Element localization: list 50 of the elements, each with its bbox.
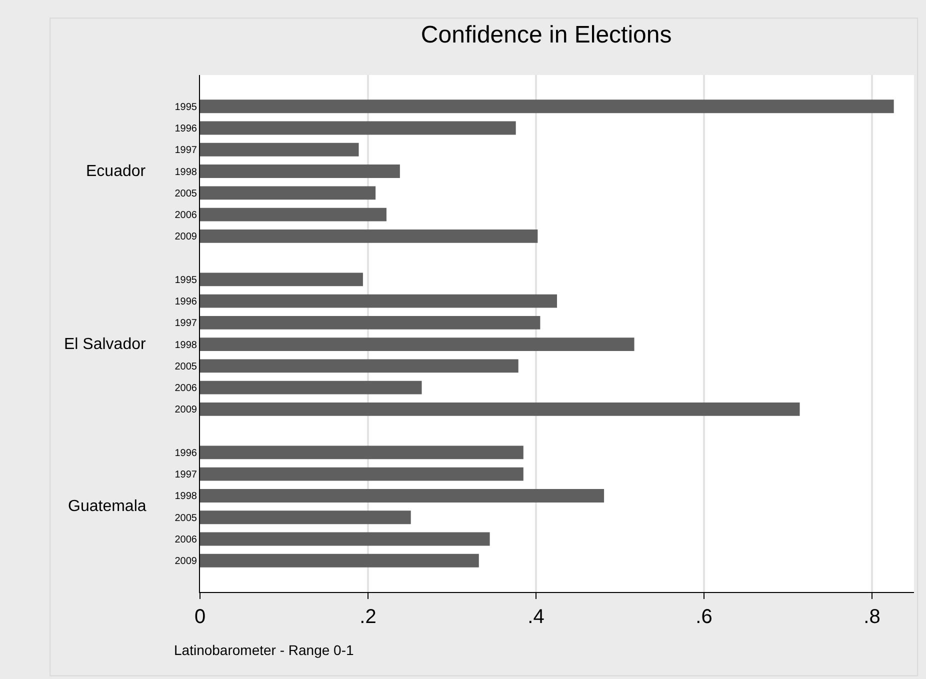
bar (200, 554, 479, 568)
bar (200, 229, 538, 243)
y-tick-label: 1996 (174, 124, 198, 134)
x-tick-label: .4 (528, 606, 544, 628)
x-tick-label: 0 (194, 606, 206, 628)
x-tick-label: .6 (696, 606, 712, 628)
bar (200, 316, 540, 330)
y-tick-label: 2006 (174, 534, 198, 546)
bar (200, 100, 894, 114)
y-tick-label: 2009 (174, 404, 198, 416)
chart-title: Confidence in Elections (420, 21, 672, 48)
bar (200, 380, 422, 394)
x-axis-title: Latinobarometer - Range 0-1 (174, 642, 354, 658)
text: Guatemala (68, 498, 146, 515)
bar (200, 338, 634, 352)
y-tick-label: 2009 (174, 556, 198, 568)
bar (200, 208, 386, 222)
y-tick-label: 1997 (174, 470, 198, 481)
y-tick-label: 2005 (174, 188, 198, 200)
y-tick-label: 1996 (174, 448, 198, 459)
y-tick-label: 1995 (174, 274, 198, 286)
text: Ecuador (86, 163, 146, 180)
y-tick-label: 2005 (174, 361, 198, 372)
bar (200, 186, 376, 200)
bar (200, 359, 518, 373)
y-tick-label: 1997 (174, 318, 198, 330)
y-tick-label: 2006 (174, 383, 198, 394)
bar (200, 446, 524, 460)
text: El Salvador (64, 336, 146, 353)
y-tick-label: 1998 (174, 166, 198, 178)
bar (200, 510, 411, 524)
bar (200, 467, 524, 481)
y-tick-label: 2009 (174, 232, 198, 243)
bar (200, 272, 363, 286)
y-tick-label: 1998 (174, 491, 198, 502)
x-tick-label: .2 (360, 606, 376, 628)
x-tick-label: .8 (864, 606, 880, 628)
bar (200, 402, 800, 416)
y-tick-label: 2005 (174, 512, 198, 524)
y-tick-label: 1998 (174, 340, 198, 351)
bar (200, 142, 359, 156)
y-tick-label: 2006 (174, 210, 198, 222)
bar (200, 489, 604, 502)
bar (200, 164, 400, 178)
bar (200, 294, 557, 308)
y-tick-label: 1996 (174, 296, 198, 308)
bar (200, 532, 490, 546)
y-tick-label: 1995 (174, 102, 198, 113)
y-tick-label: 1997 (174, 145, 198, 156)
bar (200, 121, 516, 135)
